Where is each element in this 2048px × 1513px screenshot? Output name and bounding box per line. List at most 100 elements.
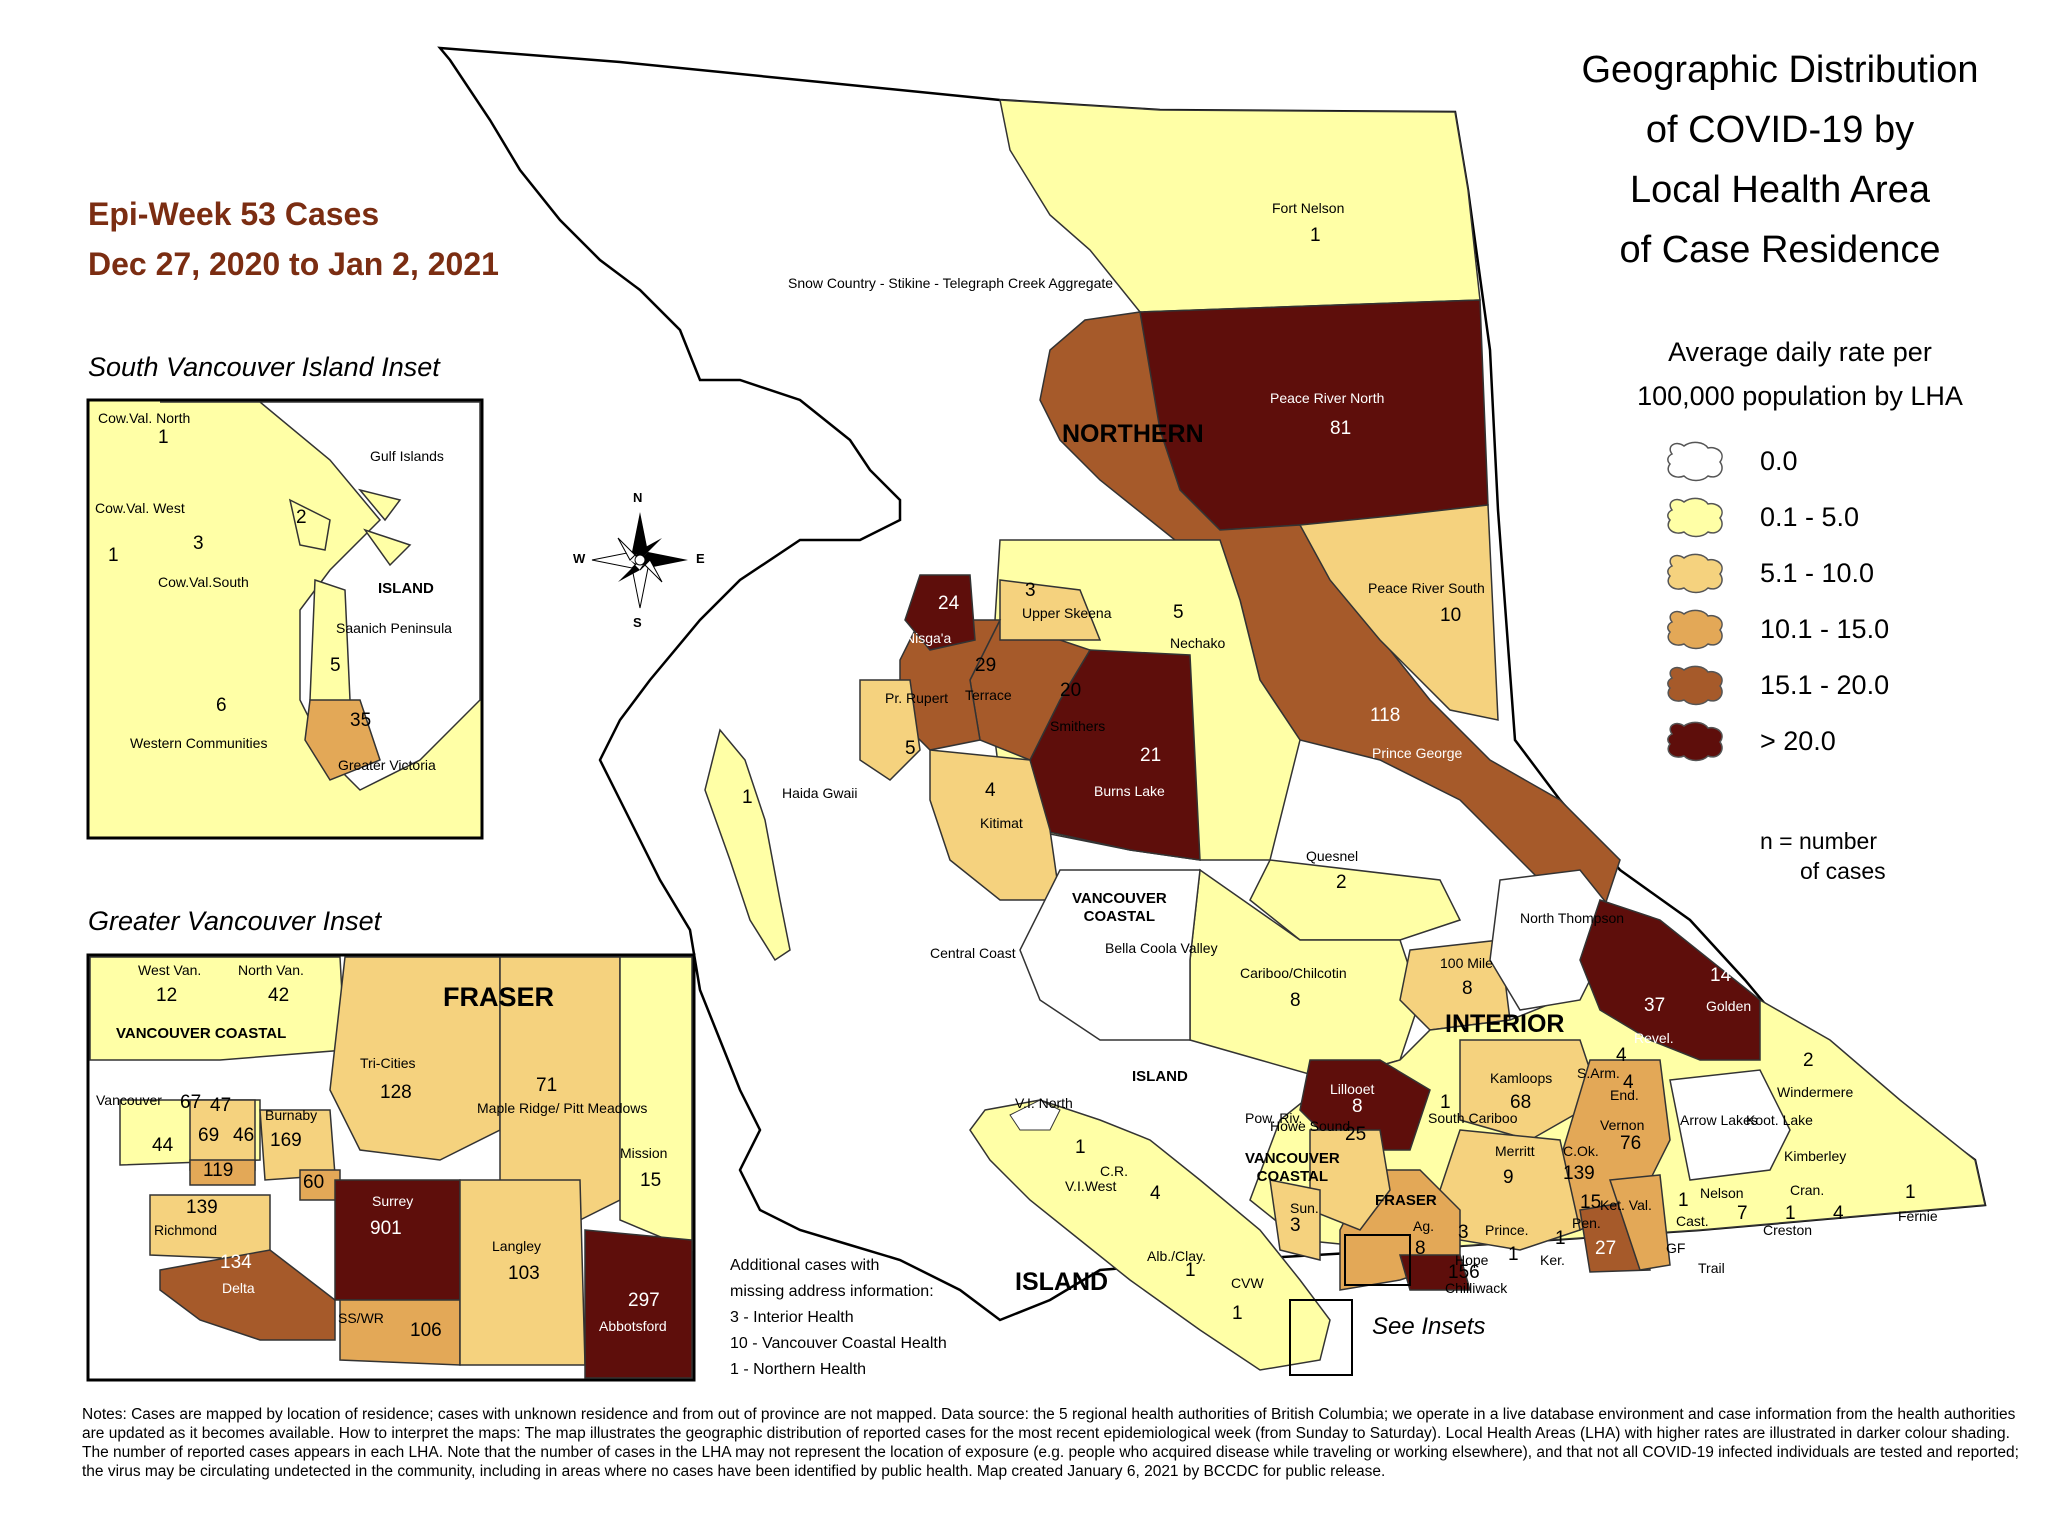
- lha-case-count: 4: [1623, 1072, 1634, 1093]
- gv-small-case-count: 47: [210, 1095, 232, 1116]
- lha-case-count: 139: [1563, 1163, 1595, 1184]
- lha-case-count: 118: [1370, 705, 1401, 726]
- n-note-1: n = number: [1760, 828, 1877, 854]
- lha-name: Kimberley: [1784, 1148, 1847, 1164]
- lha-case-count: 20: [1060, 680, 1082, 701]
- si-lha-case-count: 2: [296, 507, 307, 528]
- lha-case-count: 2: [1336, 872, 1347, 893]
- lha-name: Kitimat: [980, 815, 1023, 831]
- gv-maple-ridge: [499, 956, 621, 1231]
- si-lha-case-count: 1: [158, 427, 169, 448]
- lha-case-count: 1: [1678, 1190, 1689, 1211]
- sunshine-coast-area: [1269, 1179, 1321, 1261]
- gv-lha-case-count: 134: [220, 1252, 252, 1273]
- legend-swatch: [1667, 665, 1723, 706]
- gv-lha-name: Abbotsford: [599, 1318, 667, 1334]
- lha-name: Prince George: [1372, 745, 1463, 761]
- legend-subtitle-2: 100,000 population by LHA: [1637, 381, 1963, 411]
- lha-case-count: 25: [1345, 1124, 1367, 1145]
- additional-heading-1: Additional cases with: [730, 1257, 880, 1274]
- ket-val-area: [1608, 1174, 1671, 1271]
- legend-swatch: [1667, 553, 1723, 594]
- si-lha-case-count: 35: [350, 710, 372, 731]
- gv-lha-case-count: 42: [268, 985, 290, 1006]
- bella-coola-area: [1019, 869, 1201, 1041]
- lha-name: GF: [1666, 1240, 1686, 1256]
- lha-name: Ket. Val.: [1600, 1197, 1652, 1213]
- gv-lha-case-count: 67: [180, 1092, 202, 1113]
- lha-case-count: 14: [1710, 965, 1732, 986]
- lha-case-count: 1: [1232, 1303, 1243, 1324]
- lha-case-count: 27: [1595, 1238, 1617, 1259]
- legend-swatch: [1667, 609, 1723, 650]
- region-island-small: ISLAND: [1132, 1068, 1188, 1085]
- gv-abbotsford: [584, 1229, 693, 1379]
- lha-case-count: 1: [1785, 1203, 1796, 1224]
- lha-case-count: 1: [1440, 1092, 1451, 1113]
- title-line-4: of Case Residence: [1619, 229, 1941, 271]
- si-lha-case-count: 1: [108, 545, 119, 566]
- lha-case-count: 8: [1415, 1238, 1426, 1259]
- legend-row: 0.1 - 5.0: [1664, 496, 2004, 548]
- gv-lha-case-count: 106: [410, 1320, 442, 1341]
- si-lha-name: Cow.Val.South: [158, 574, 249, 590]
- additional-line: 10 - Vancouver Coastal Health: [730, 1335, 947, 1352]
- gv-lha-case-count: 71: [536, 1075, 558, 1096]
- gv-lha-name: Burnaby: [265, 1107, 318, 1123]
- legend-n-note: n = number of cases: [1760, 826, 1886, 886]
- lha-name: Cast.: [1676, 1213, 1709, 1229]
- gv-lha-case-count: 103: [508, 1263, 540, 1284]
- region-vch-small-1: VANCOUVER: [1245, 1150, 1340, 1167]
- lha-case-count: 156: [1448, 1262, 1480, 1283]
- lha-name: Kamloops: [1490, 1070, 1553, 1086]
- gv-lha-case-count: 128: [380, 1082, 412, 1103]
- gv-lha-name: Delta: [222, 1280, 255, 1296]
- lha-name: S.OK.: [1587, 1270, 1625, 1286]
- lha-case-count: 1: [1310, 225, 1321, 246]
- gv-lha-case-count: 169: [270, 1130, 302, 1151]
- lha-name: Vernon: [1600, 1117, 1645, 1133]
- n-note-2: of cases: [1800, 858, 1886, 884]
- si-lha-case-count: 6: [216, 695, 227, 716]
- gv-small-case-count: 46: [233, 1125, 255, 1146]
- prince-rupert-area: [859, 679, 921, 781]
- lha-name: Terrace: [965, 687, 1012, 703]
- lha-name: Arrow Lakes: [1680, 1112, 1758, 1128]
- lha-name: Howe Sound: [1270, 1118, 1351, 1134]
- lha-name: Prince.: [1485, 1222, 1529, 1238]
- gv-inset-title: Greater Vancouver Inset: [88, 906, 382, 936]
- gv-lha-name: Richmond: [154, 1222, 218, 1238]
- lha-case-count: 76: [1620, 1133, 1642, 1154]
- gv-small-case-count: 44: [152, 1135, 174, 1156]
- lha-name: Merritt: [1495, 1143, 1535, 1159]
- gv-lha-name: Langley: [492, 1238, 542, 1254]
- lha-name: Golden: [1706, 998, 1752, 1014]
- legend-label: > 20.0: [1760, 726, 1836, 756]
- lha-case-count: 21: [1140, 745, 1162, 766]
- region-vch-small-2: COASTAL: [1256, 1168, 1329, 1185]
- lha-name: Chilliwack: [1445, 1280, 1508, 1296]
- lha-name: Haida Gwaii: [782, 785, 858, 801]
- additional-cases: Additional cases with missing address in…: [730, 1253, 947, 1383]
- lha-name: Nisga'a: [905, 630, 952, 646]
- si-lha-name: Saanich Peninsula: [336, 620, 452, 636]
- gv-westvan-northvan: [89, 956, 346, 1061]
- gv-lha-case-count: 12: [156, 985, 178, 1006]
- lha-name: Nechako: [1170, 635, 1226, 651]
- vi-north-detail: [1009, 1099, 1061, 1131]
- kitimat-area: [929, 749, 1061, 901]
- lha-case-count: 29: [975, 655, 997, 676]
- legend-label: 10.1 - 15.0: [1760, 614, 1890, 644]
- gv-lha-name: SS/WR: [338, 1310, 384, 1326]
- region-vch-small: VANCOUVER COASTAL: [1245, 1150, 1340, 1186]
- legend-row: 15.1 - 20.0: [1664, 664, 2004, 716]
- lha-name: V.I. North: [1015, 1095, 1073, 1111]
- lha-name: Pow. Riv.: [1245, 1110, 1303, 1126]
- lha-case-count: 1: [1905, 1182, 1916, 1203]
- lha-case-count: 4: [985, 780, 996, 801]
- lha-name: Smithers: [1050, 718, 1106, 734]
- title-line-3: Local Health Area: [1630, 169, 1930, 211]
- region-vch-inset: VANCOUVER COASTAL: [116, 1025, 287, 1042]
- lha-name: Ag.: [1413, 1218, 1435, 1234]
- gv-lha-case-count: 901: [370, 1218, 402, 1239]
